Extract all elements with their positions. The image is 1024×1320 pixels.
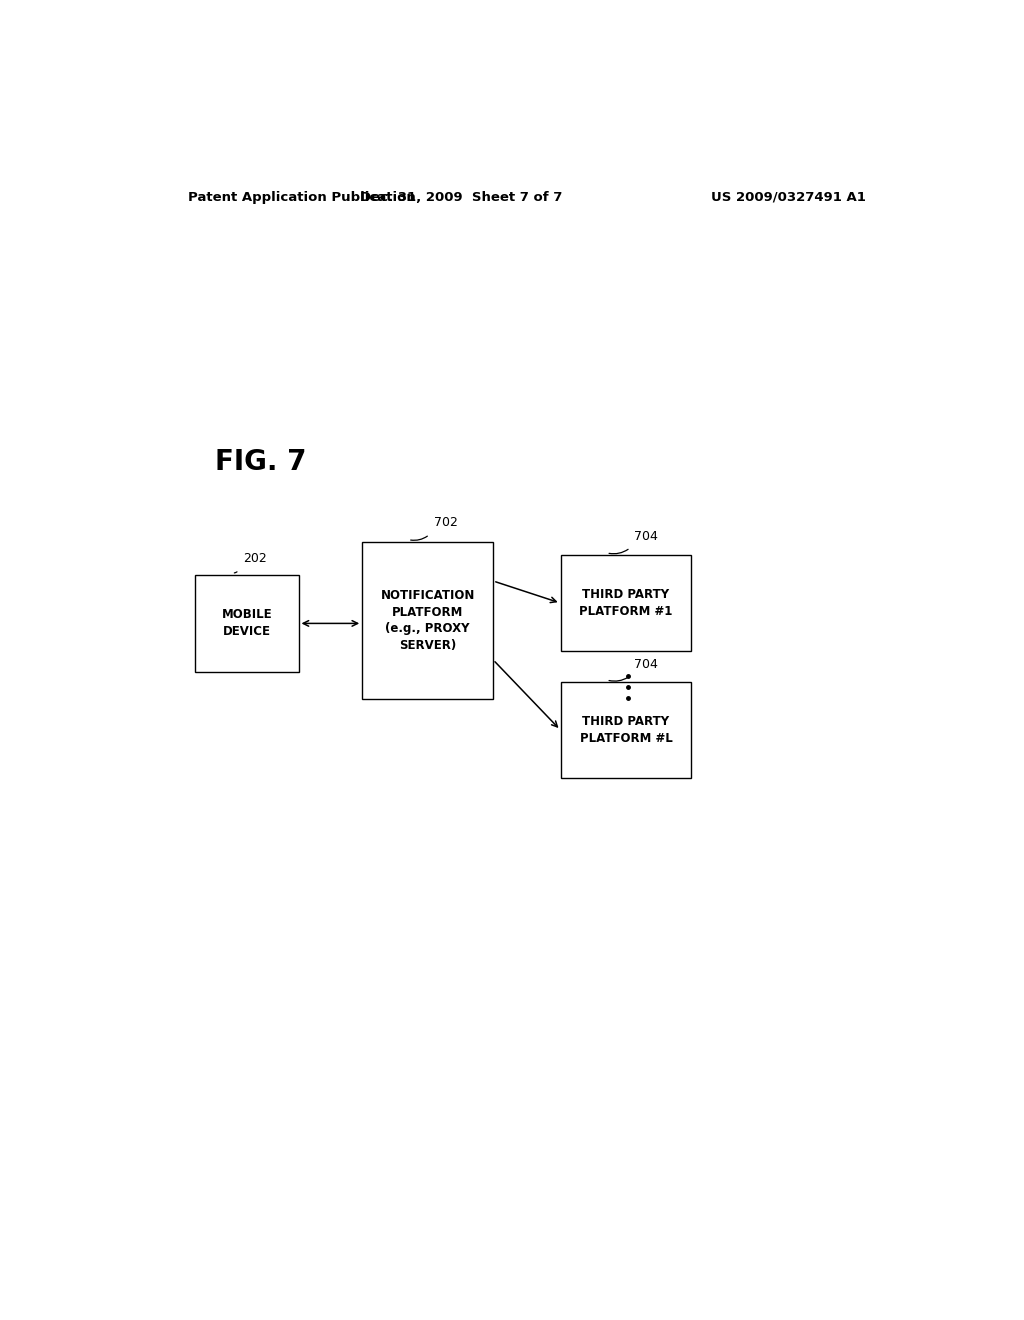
- Text: 202: 202: [243, 552, 267, 565]
- Text: MOBILE
DEVICE: MOBILE DEVICE: [222, 609, 272, 639]
- Text: 704: 704: [634, 657, 658, 671]
- Text: 704: 704: [634, 529, 658, 543]
- Text: THIRD PARTY
PLATFORM #1: THIRD PARTY PLATFORM #1: [580, 589, 673, 618]
- Text: NOTIFICATION
PLATFORM
(e.g., PROXY
SERVER): NOTIFICATION PLATFORM (e.g., PROXY SERVE…: [380, 589, 475, 652]
- Text: 702: 702: [433, 516, 458, 529]
- Bar: [196, 576, 299, 672]
- Bar: [560, 554, 691, 651]
- Text: Dec. 31, 2009  Sheet 7 of 7: Dec. 31, 2009 Sheet 7 of 7: [360, 190, 562, 203]
- Text: US 2009/0327491 A1: US 2009/0327491 A1: [712, 190, 866, 203]
- Bar: [560, 682, 691, 779]
- Bar: [362, 541, 493, 700]
- Text: THIRD PARTY
PLATFORM #L: THIRD PARTY PLATFORM #L: [580, 715, 673, 744]
- Text: Patent Application Publication: Patent Application Publication: [187, 190, 416, 203]
- Text: FIG. 7: FIG. 7: [215, 447, 307, 477]
